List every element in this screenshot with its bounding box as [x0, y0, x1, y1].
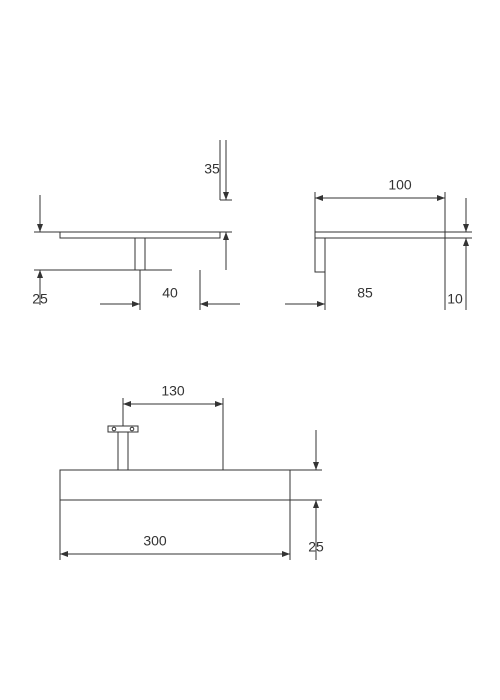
view2-horizontal [315, 232, 445, 238]
dim-100-arrow-l [315, 195, 323, 201]
dim-100-arrow-r [437, 195, 445, 201]
dim-25a-arrow-top [37, 224, 43, 232]
dim-130-arrow-l [123, 401, 131, 407]
view1-stem [135, 238, 145, 270]
dim-25b-label: 25 [308, 539, 324, 555]
dim-25b-arrow-t [313, 462, 319, 470]
dim-100-label: 100 [388, 177, 412, 193]
dim-25b-arrow-b [313, 500, 319, 508]
dim-25-label: 25 [32, 291, 48, 307]
dim-130-label: 130 [161, 383, 185, 399]
view3-hole-1 [112, 427, 116, 431]
view-2: 100 85 10 [285, 177, 472, 310]
dim-10-label: 10 [447, 291, 463, 307]
dim-85-arrow-l [317, 301, 325, 307]
view2-vertical [315, 238, 325, 272]
dim-10-arrow-t [463, 224, 469, 232]
dim-300-arrow-r [282, 551, 290, 557]
dim-35-arrow-bot [223, 232, 229, 240]
view3-post [118, 432, 128, 470]
dim-40-arrow-l [132, 301, 140, 307]
technical-drawing: 35 25 40 100 85 [0, 0, 500, 700]
dim-10-arrow-b [463, 238, 469, 246]
dim-300-arrow-l [60, 551, 68, 557]
dim-40-label: 40 [162, 285, 178, 301]
dim-35-label: 35 [204, 161, 220, 177]
dim-300-label: 300 [143, 533, 167, 549]
dim-25a-arrow-bot [37, 270, 43, 278]
view-1: 35 25 40 [32, 140, 240, 310]
view3-hole-2 [130, 427, 134, 431]
dim-35-arrow-top [223, 192, 229, 200]
view-3: 130 300 25 [60, 383, 324, 560]
view1-top-bar [60, 232, 220, 238]
view3-body [60, 470, 290, 500]
dim-130-arrow-r [215, 401, 223, 407]
dim-85-label: 85 [357, 285, 373, 301]
dim-40-arrow-r [200, 301, 208, 307]
